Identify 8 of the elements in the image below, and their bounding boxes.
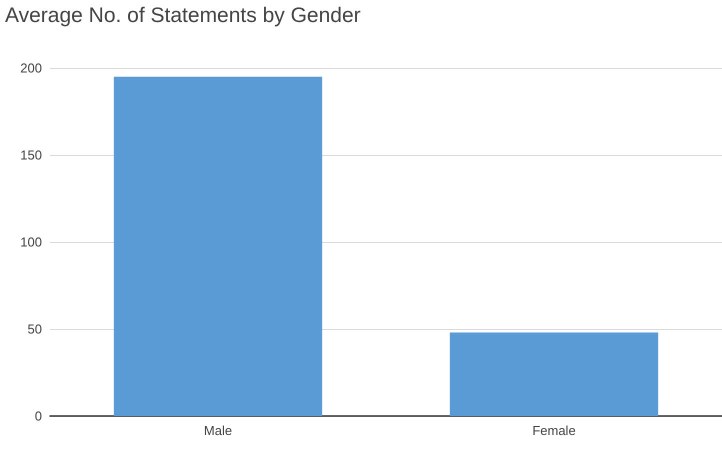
y-tick-label: 50 <box>28 322 42 336</box>
y-tick-label: 150 <box>20 148 42 162</box>
x-tick-label: Male <box>204 423 232 438</box>
chart-title: Average No. of Statements by Gender <box>5 4 361 27</box>
y-tick-label: 200 <box>20 60 42 76</box>
y-tick-label: 100 <box>20 234 42 250</box>
x-tick-label: Female <box>532 423 576 438</box>
y-tick-label: 0 <box>34 408 42 424</box>
